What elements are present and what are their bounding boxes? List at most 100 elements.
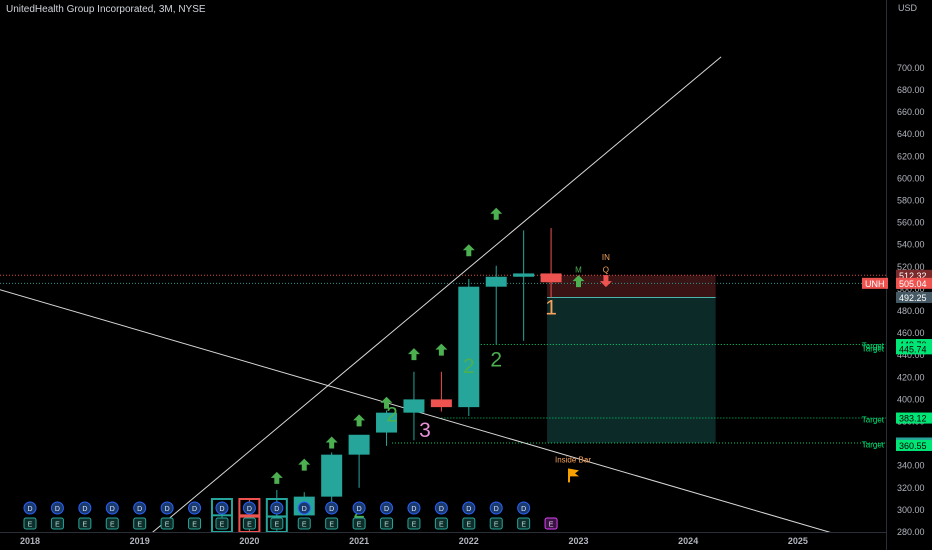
earnings-letter: E	[137, 522, 142, 529]
earnings-icon	[242, 517, 256, 530]
earnings-icon	[133, 517, 147, 530]
dividend-letter: D	[521, 506, 526, 513]
price-label-6: 383.12	[896, 412, 932, 424]
earnings-icon	[50, 517, 64, 530]
event-marker-3: DE	[105, 501, 119, 530]
earnings-icon	[407, 517, 421, 530]
arrow-up-icon	[572, 275, 585, 288]
event-marker-16: DE	[462, 501, 476, 530]
y-tick-400: 400.00	[897, 394, 925, 404]
y-tick-500: 500.00	[897, 284, 925, 294]
dividend-icon	[517, 501, 531, 515]
y-tick-420: 420.00	[897, 372, 925, 382]
price-label-0: 512.32	[896, 269, 932, 281]
price-label-text: 492.25	[899, 293, 927, 303]
earnings-letter: E	[412, 522, 417, 529]
candle-body	[430, 399, 452, 408]
event-highlight	[238, 498, 261, 532]
arrow-up-icon	[325, 436, 338, 449]
dividend-icon	[407, 501, 421, 515]
upcoming-earnings-letter: E	[549, 522, 554, 529]
arrow-up-icon	[435, 343, 448, 356]
earnings-icon	[270, 517, 284, 530]
arrow-up-icon	[298, 458, 311, 471]
y-tick-560: 560.00	[897, 218, 925, 228]
price-label-bg	[896, 412, 932, 424]
chart-title: UnitedHealth Group Incorporated, 3M, NYS…	[6, 4, 206, 15]
target-label-1: Target	[862, 345, 885, 354]
dividend-icon	[242, 501, 256, 515]
y-tick-460: 460.00	[897, 328, 925, 338]
dividend-letter: D	[110, 506, 115, 513]
arrow-up-icon	[407, 348, 420, 361]
dividend-letter: D	[247, 506, 252, 513]
y-tick-640: 640.00	[897, 129, 925, 139]
price-label-bg	[896, 291, 932, 303]
count-label-3: 2	[463, 355, 475, 378]
candle-6	[376, 410, 398, 446]
arrow-up-icon	[353, 414, 366, 427]
dividend-icon	[188, 501, 202, 515]
earnings-letter: E	[247, 522, 252, 529]
earnings-letter: E	[220, 522, 225, 529]
y-tick-280: 280.00	[897, 527, 925, 537]
candle-5	[348, 434, 370, 488]
earnings-icon	[215, 517, 229, 530]
earnings-icon	[78, 517, 92, 530]
candle-body	[376, 412, 398, 433]
event-marker-18: DE	[517, 501, 531, 530]
event-marker-13: DE	[380, 501, 394, 530]
earnings-letter: E	[192, 522, 197, 529]
earnings-letter: E	[494, 522, 499, 529]
price-label-bg	[896, 343, 932, 355]
price-label-text: UNH	[865, 279, 885, 289]
zone-target-zone	[547, 297, 716, 443]
candle-body	[513, 273, 535, 277]
plot-area: MINQ223221Inside BarTargetTargetTargetTa…	[0, 56, 886, 532]
earnings-icon	[352, 517, 366, 530]
earnings-letter: E	[466, 522, 471, 529]
y-tick-340: 340.00	[897, 461, 925, 471]
earnings-letter: E	[55, 522, 60, 529]
dividend-icon	[160, 501, 174, 515]
target-label-0: Target	[862, 341, 885, 350]
price-label-text: 360.55	[899, 441, 927, 451]
dividend-icon	[462, 501, 476, 515]
dividend-letter: D	[27, 506, 32, 513]
candle-8	[430, 371, 452, 412]
y-tick-520: 520.00	[897, 262, 925, 272]
y-tick-680: 680.00	[897, 85, 925, 95]
flag-icon	[568, 468, 580, 483]
earnings-letter: E	[521, 522, 526, 529]
price-label-bg	[896, 439, 932, 451]
y-tick-440: 440.00	[897, 350, 925, 360]
earnings-icon	[489, 517, 503, 530]
candle-9	[458, 278, 480, 416]
earnings-letter: E	[165, 522, 170, 529]
earnings-icon	[297, 517, 311, 530]
axis-unit-label: USD	[898, 3, 918, 13]
dividend-icon	[297, 501, 311, 515]
dividend-icon	[380, 501, 394, 515]
event-marker-6: DE	[188, 501, 202, 530]
x-tick-2022: 2022	[459, 536, 479, 546]
candle-11	[513, 230, 535, 341]
dividend-icon	[270, 501, 284, 515]
dividend-letter: D	[411, 506, 416, 513]
earnings-letter: E	[384, 522, 389, 529]
event-marker-2: DE	[78, 501, 92, 530]
earnings-icon	[434, 517, 448, 530]
price-label-bg	[896, 269, 932, 281]
event-marker-5: DE	[160, 501, 174, 530]
count-label-1: 2	[386, 404, 398, 427]
candle-10	[485, 265, 507, 345]
price-label-8: 360.55	[896, 439, 932, 451]
y-tick-700: 700.00	[897, 63, 925, 73]
price-label-text: 505.04	[899, 279, 927, 289]
dividend-letter: D	[302, 506, 307, 513]
arrow-up-icon	[490, 207, 503, 220]
earnings-icon	[188, 517, 202, 530]
earnings-icon	[462, 517, 476, 530]
upcoming-earnings-icon	[544, 517, 558, 530]
